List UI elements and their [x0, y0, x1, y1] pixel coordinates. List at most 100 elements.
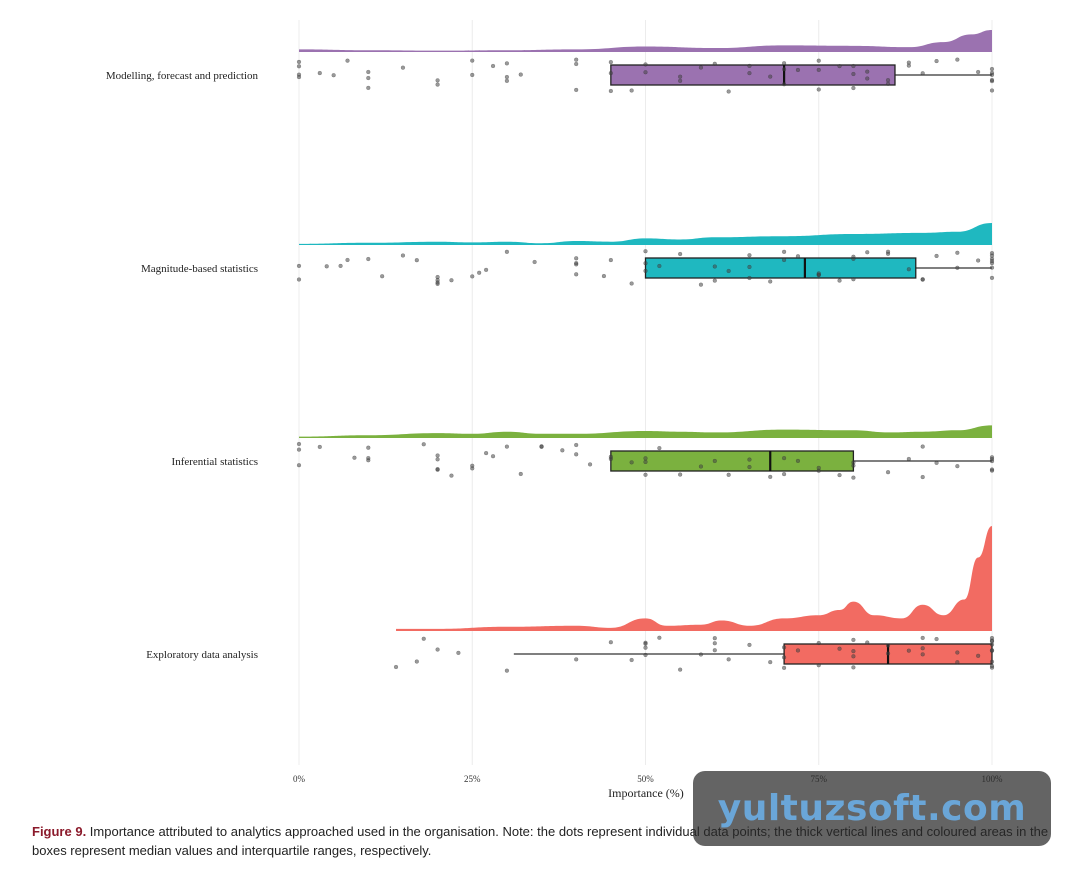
data-point — [712, 458, 717, 464]
data-point — [331, 73, 336, 78]
category-label: Magnitude-based statistics — [141, 263, 258, 275]
data-point — [795, 67, 801, 73]
data-point — [643, 261, 648, 266]
data-point — [955, 250, 960, 255]
data-point — [678, 78, 683, 83]
data-point — [629, 657, 634, 663]
data-point — [366, 75, 371, 81]
data-point — [698, 652, 704, 657]
data-point — [989, 639, 995, 644]
data-point — [955, 265, 960, 270]
data-point — [781, 655, 787, 660]
group-1: Magnitude-based statistics — [141, 223, 995, 287]
data-point — [366, 69, 371, 75]
data-point — [470, 463, 475, 468]
data-point — [712, 278, 717, 283]
data-point — [296, 277, 302, 282]
density-cloud — [396, 526, 992, 631]
category-label: Modelling, forecast and prediction — [106, 70, 259, 82]
data-point — [643, 459, 648, 465]
data-point — [726, 89, 731, 94]
data-point — [296, 447, 302, 452]
data-point — [608, 454, 613, 459]
data-point — [906, 456, 911, 462]
data-point — [989, 468, 995, 473]
data-point — [816, 271, 821, 276]
data-point — [435, 467, 440, 472]
raincloud-chart: Modelling, forecast and prediction Magnit… — [106, 20, 1003, 800]
x-axis-title: Importance (%) — [608, 786, 684, 800]
data-point — [608, 640, 613, 645]
data-point — [976, 69, 981, 75]
data-point — [816, 67, 821, 73]
data-point — [643, 249, 648, 254]
data-point — [560, 448, 565, 453]
data-point — [296, 441, 302, 447]
data-point — [400, 65, 406, 70]
density-cloud — [299, 425, 992, 438]
data-point — [851, 463, 856, 468]
data-point — [906, 63, 911, 68]
data-point — [643, 62, 648, 67]
data-point — [726, 268, 731, 274]
data-point — [470, 72, 475, 78]
data-point — [678, 74, 683, 79]
data-point — [574, 61, 579, 67]
data-point — [816, 663, 821, 668]
data-point — [338, 263, 343, 269]
data-point — [851, 277, 856, 282]
data-point — [678, 251, 683, 257]
data-point — [934, 636, 939, 642]
data-point — [504, 61, 509, 66]
data-point — [490, 454, 496, 459]
data-point — [504, 78, 509, 83]
data-point — [366, 455, 371, 461]
data-point — [781, 82, 787, 87]
data-point — [837, 473, 842, 478]
data-point — [955, 650, 960, 655]
data-point — [795, 458, 801, 464]
data-point — [366, 85, 371, 90]
data-point — [484, 267, 489, 272]
data-point — [456, 650, 461, 655]
data-point — [955, 660, 960, 665]
data-point — [435, 453, 440, 458]
data-point — [608, 71, 613, 76]
data-point — [324, 264, 329, 269]
density-cloud — [299, 30, 992, 52]
data-point — [345, 257, 350, 263]
data-point — [747, 464, 752, 470]
data-point — [678, 667, 683, 672]
data-point — [421, 442, 426, 447]
x-tick-label: 50% — [637, 774, 654, 784]
category-label: Inferential statistics — [172, 456, 258, 468]
data-point — [920, 277, 925, 282]
data-point — [781, 67, 787, 72]
data-point — [449, 278, 454, 283]
data-point — [837, 64, 842, 69]
data-point — [795, 254, 801, 259]
data-point — [435, 280, 440, 285]
data-point — [435, 647, 440, 652]
data-point — [380, 274, 385, 279]
data-point — [920, 474, 925, 480]
data-point — [296, 463, 302, 468]
data-point — [747, 71, 752, 76]
data-point — [989, 265, 995, 270]
data-point — [608, 88, 613, 94]
data-point — [532, 259, 537, 265]
data-point — [885, 643, 891, 648]
data-point — [477, 270, 482, 275]
data-point — [865, 250, 870, 255]
data-point — [421, 636, 426, 641]
data-point — [504, 444, 509, 449]
data-point — [317, 444, 322, 450]
data-point — [698, 464, 704, 469]
data-point — [768, 660, 773, 665]
data-point — [934, 460, 939, 465]
group-2: Inferential statistics — [172, 425, 995, 480]
data-point — [851, 85, 856, 91]
data-point — [816, 468, 821, 473]
data-point — [885, 651, 891, 656]
data-point — [851, 665, 856, 670]
